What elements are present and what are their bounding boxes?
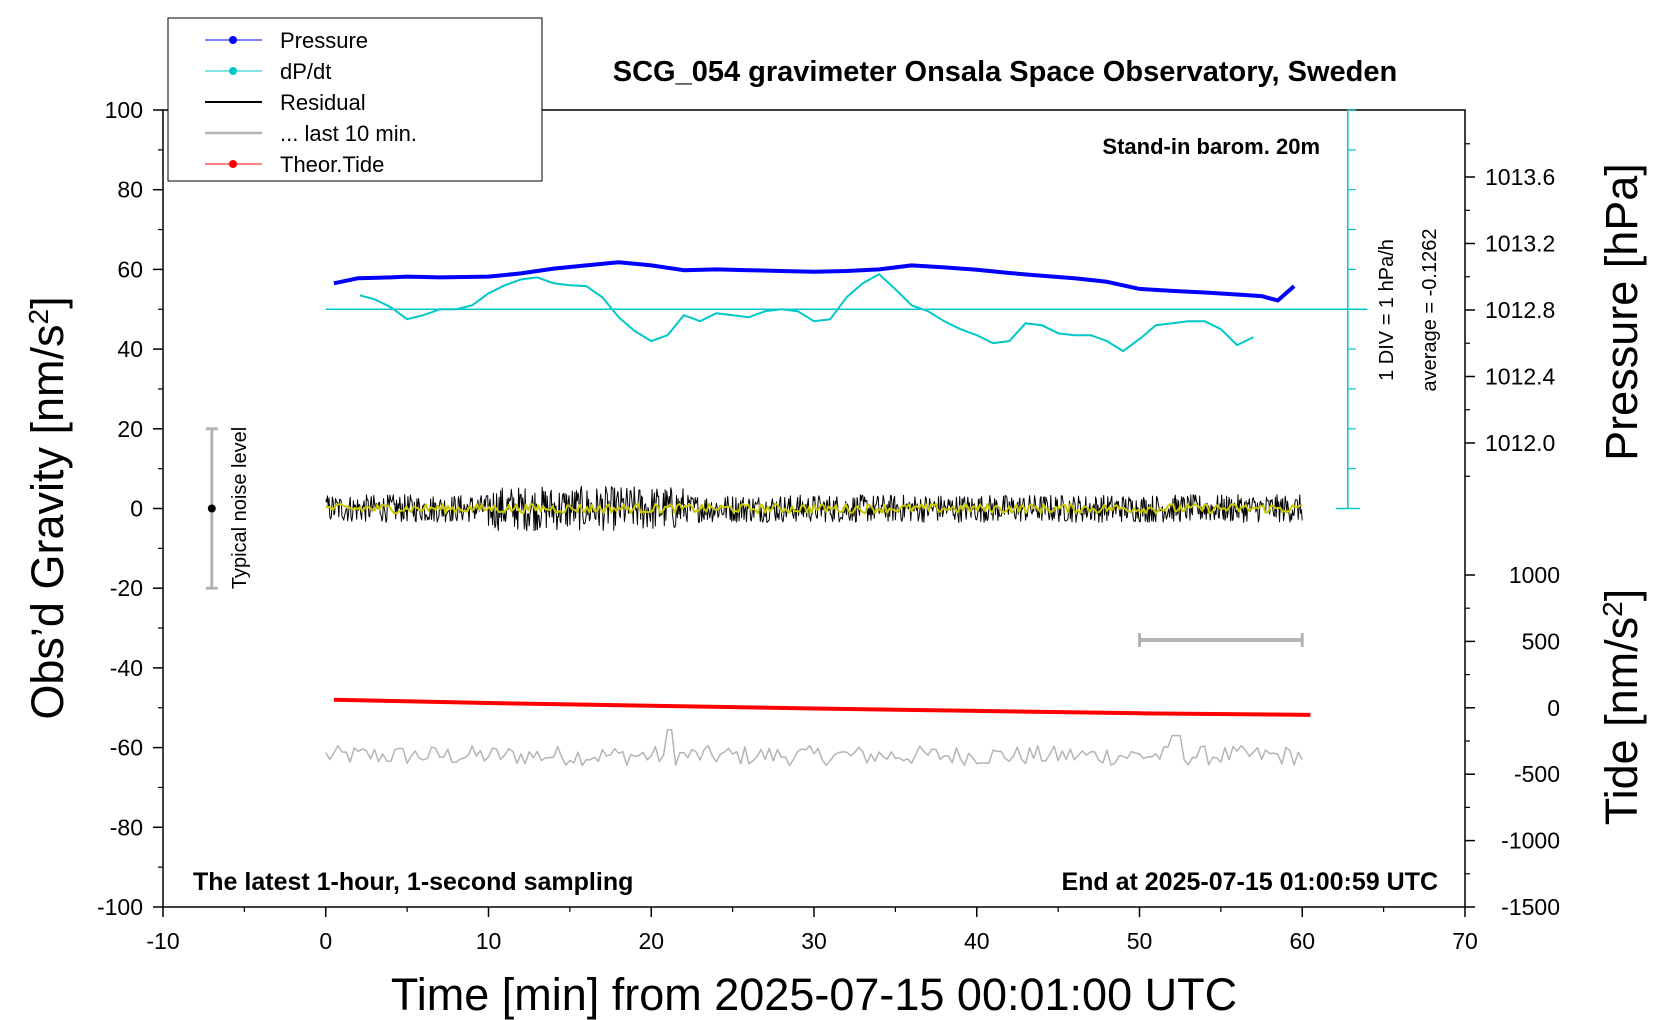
x-tick-label: 40 xyxy=(964,928,990,954)
y-tick-label: 20 xyxy=(117,416,143,442)
legend-marker-1 xyxy=(229,67,237,75)
legend-label-1: dP/dt xyxy=(280,59,331,84)
residual-series xyxy=(325,485,1303,532)
tide-tick-label: -1000 xyxy=(1501,828,1560,854)
legend-marker-4 xyxy=(229,160,237,168)
pressure-tick-label: 1012.0 xyxy=(1485,430,1555,456)
y-axis-label-left-sup: 2 xyxy=(23,309,54,325)
y-tick-label: 60 xyxy=(117,256,143,282)
x-tick-label: 0 xyxy=(319,928,332,954)
legend: Pressure dP/dt Residual ... last 10 min. The… xyxy=(167,17,543,182)
average-label: average = -0.1262 xyxy=(1419,229,1441,392)
tide-axis-label: Tide [nm/s2] xyxy=(1596,589,1647,825)
legend-label-0: Pressure xyxy=(280,28,368,53)
legend-marker-0 xyxy=(229,36,237,44)
tide-axis-label-end: ] xyxy=(1596,589,1647,602)
pressure-series xyxy=(333,260,1296,303)
tide-tick-label: -1500 xyxy=(1501,894,1560,920)
legend-label-2: Residual xyxy=(280,90,366,115)
y-tick-label: 40 xyxy=(117,336,143,362)
legend-label-4: Theor.Tide xyxy=(280,152,384,177)
pressure-tick-label: 1013.2 xyxy=(1485,231,1555,257)
tide-series xyxy=(333,697,1311,717)
tide-tick-label: 500 xyxy=(1522,628,1560,654)
tide-tick-label: 0 xyxy=(1547,695,1560,721)
y-tick-label: 80 xyxy=(117,177,143,203)
x-tick-label: 60 xyxy=(1289,928,1315,954)
x-tick-label: -10 xyxy=(146,928,179,954)
last10-series xyxy=(325,728,1303,767)
tide-axis-label-sup: 2 xyxy=(1597,601,1628,617)
x-tick-label: 30 xyxy=(801,928,827,954)
annotation-layer xyxy=(205,109,1368,648)
tide-tick-label: 1000 xyxy=(1509,562,1560,588)
y-tick-label: 0 xyxy=(130,496,143,522)
y-tick-label: -100 xyxy=(97,894,143,920)
legend-label-3: ... last 10 min. xyxy=(280,121,417,146)
tide-tick-label: -500 xyxy=(1514,761,1560,787)
chart-title: SCG_054 gravimeter Onsala Space Observat… xyxy=(613,56,1397,88)
legend-items: Pressure dP/dt Residual ... last 10 min. The… xyxy=(205,28,417,177)
x-tick-label: 50 xyxy=(1127,928,1153,954)
x-tick-label: 20 xyxy=(638,928,664,954)
x-tick-label: 70 xyxy=(1452,928,1478,954)
y-tick-label: 100 xyxy=(105,97,143,123)
series-layer xyxy=(325,260,1311,767)
dpdt-series xyxy=(359,273,1254,353)
pressure-axis-label: Pressure [hPa] xyxy=(1596,163,1647,461)
y-axis-label-left-main: Obs’d Gravity [nm/s xyxy=(22,325,73,720)
div-label: 1 DIV = 1 hPa/h xyxy=(1376,239,1398,381)
y-axis-label-left: Obs’d Gravity [nm/s2] xyxy=(22,296,73,719)
pressure-tick-label: 1013.6 xyxy=(1485,164,1555,190)
y-tick-label: -40 xyxy=(110,655,143,681)
pressure-tick-label: 1012.8 xyxy=(1485,297,1555,323)
y-axis-label-left-end: ] xyxy=(22,296,73,309)
barometer-note: Stand-in barom. 20m xyxy=(1102,134,1320,159)
pressure-tick-label: 1012.4 xyxy=(1485,364,1556,390)
x-tick-label: 10 xyxy=(476,928,502,954)
tide-axis-label-main: Tide [nm/s xyxy=(1596,617,1647,825)
y-tick-label: -60 xyxy=(110,735,143,761)
noise-bar-center-dot xyxy=(207,504,216,513)
residual-smoothed-series xyxy=(325,502,1303,515)
noise-label: Typical noise level xyxy=(229,427,251,589)
y-tick-label: -80 xyxy=(110,814,143,840)
ticks-layer: -10 0 10 20 30 40 50 60 70-100-80-60-40-20020406… xyxy=(97,97,1560,954)
x-axis-label: Time [min] from 2025-07-15 00:01:00 UTC xyxy=(391,969,1237,1020)
end-note: End at 2025-07-15 01:00:59 UTC xyxy=(1061,868,1438,896)
y-tick-label: -20 xyxy=(110,575,143,601)
legend-box xyxy=(167,17,543,182)
latest-note: The latest 1-hour, 1-second sampling xyxy=(193,868,633,896)
